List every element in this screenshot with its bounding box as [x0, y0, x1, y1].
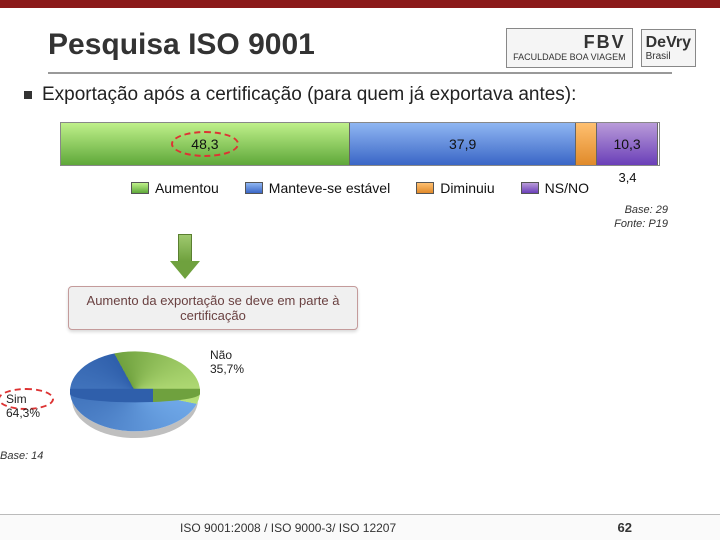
logo-group: FBV FACULDADE BOA VIAGEM DeVry Brasil: [506, 28, 696, 68]
bar-seg-label-1: 37,9: [449, 136, 476, 152]
legend-item-0: Aumentou: [131, 180, 219, 196]
logo-fbv-main: FBV: [513, 33, 626, 53]
bar-seg-2: [576, 123, 596, 165]
bar-seg-label-3: 10,3: [613, 136, 640, 152]
legend-label-3: NS/NO: [545, 180, 589, 196]
bar-chart-bar: 48,3 37,9 10,3: [60, 122, 660, 166]
legend-label-2: Diminuiu: [440, 180, 494, 196]
bar-under-label-2: 3,4: [618, 170, 636, 185]
bullet-icon: [24, 91, 32, 99]
page-number: 62: [618, 520, 632, 535]
bar-seg-3: 10,3: [597, 123, 659, 165]
bullet-text: Exportação após a certificação (para que…: [42, 84, 576, 106]
legend-swatch-1: [245, 182, 263, 194]
pie-label-nao: Não 35,7%: [210, 348, 244, 377]
legend-item-3: NS/NO: [521, 180, 589, 196]
header: Pesquisa ISO 9001 FBV FACULDADE BOA VIAG…: [0, 8, 720, 72]
banner-box: Aumento da exportação se deve em parte à…: [68, 286, 358, 330]
legend-swatch-2: [416, 182, 434, 194]
legend-swatch-0: [131, 182, 149, 194]
bar-seg-1: 37,9: [350, 123, 577, 165]
pie-base: Base: 14: [0, 450, 43, 462]
bar-seg-0: 48,3: [61, 123, 350, 165]
bullet-row: Exportação após a certificação (para que…: [0, 74, 720, 122]
bar-seg-label-0: 48,3: [191, 136, 218, 152]
legend-item-1: Manteve-se estável: [245, 180, 390, 196]
logo-devry-sub: Brasil: [646, 51, 691, 62]
source-base: Base: 29: [0, 202, 720, 216]
arrow-down-icon: [170, 234, 200, 280]
bar-chart: 48,3 37,9 10,3 Aumentou Manteve-se estável D…: [0, 122, 720, 202]
footer: ISO 9001:2008 / ISO 9000-3/ ISO 12207 62: [0, 514, 720, 540]
bar-chart-legend: Aumentou Manteve-se estável Diminuiu NS/NO: [60, 172, 660, 202]
logo-devry: DeVry Brasil: [641, 29, 696, 68]
source-fonte: Fonte: P19: [0, 216, 720, 230]
arrow-down: [0, 230, 720, 284]
footer-text: ISO 9001:2008 / ISO 9000-3/ ISO 12207: [180, 521, 396, 535]
logo-fbv: FBV FACULDADE BOA VIAGEM: [506, 28, 633, 68]
legend-item-2: Diminuiu: [416, 180, 494, 196]
accent-top-bar: [0, 0, 720, 8]
logo-devry-main: DeVry: [646, 34, 691, 52]
legend-label-1: Manteve-se estável: [269, 180, 390, 196]
legend-swatch-3: [521, 182, 539, 194]
logo-fbv-sub: FACULDADE BOA VIAGEM: [513, 53, 626, 63]
pie-chart-body: [70, 346, 200, 440]
pie-label-sim: Sim 64,3%: [6, 392, 40, 421]
legend-label-0: Aumentou: [155, 180, 219, 196]
pie-chart: Sim 64,3% Não 35,7% Base: 14: [0, 338, 720, 478]
page-title: Pesquisa ISO 9001: [48, 28, 315, 62]
